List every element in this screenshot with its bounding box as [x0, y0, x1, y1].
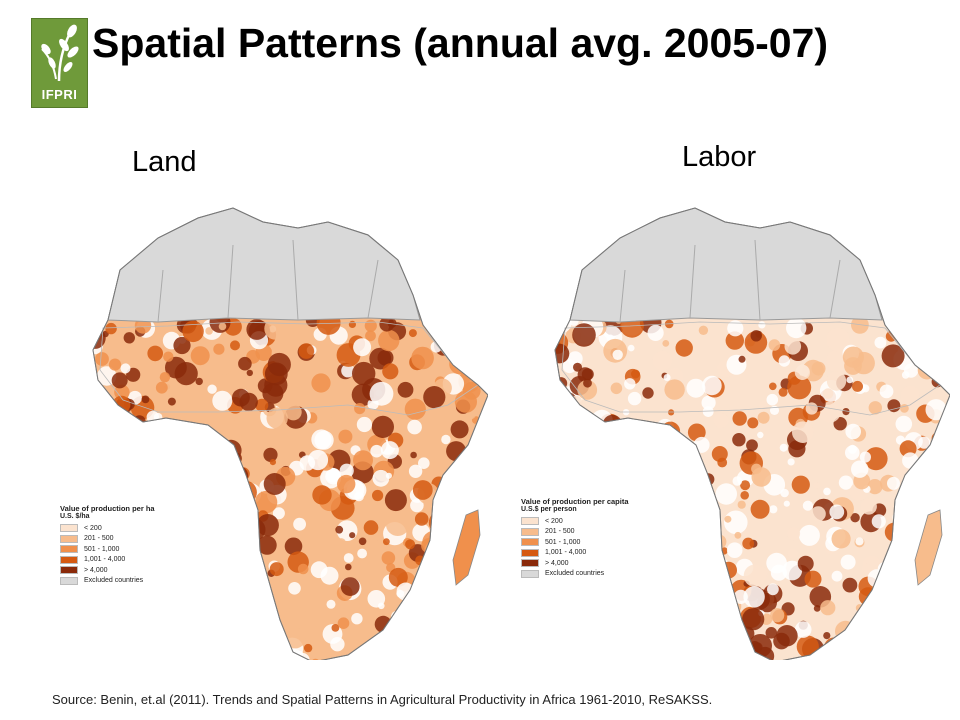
legend-item: > 4,000	[521, 558, 629, 569]
legend-swatch	[521, 559, 539, 568]
legend-swatch	[60, 524, 78, 533]
legend-item: 201 - 500	[521, 527, 629, 538]
legend-swatch	[521, 569, 539, 578]
legend-label: > 4,000	[84, 566, 108, 574]
legend-label: 1,001 - 4,000	[84, 556, 126, 564]
plant-icon	[41, 24, 79, 82]
legend-rows: < 200 201 - 500 501 - 1,000 1,001 - 4,000 > …	[521, 516, 629, 579]
africa-outline	[554, 207, 950, 660]
legend-label: 201 - 500	[84, 535, 114, 543]
madagascar	[914, 509, 943, 586]
excluded-countries-region	[107, 207, 421, 323]
legend-item: 501 - 1,000	[521, 537, 629, 548]
country-borders	[157, 239, 379, 323]
legend-item: > 4,000	[60, 565, 155, 576]
legend-label: 1,001 - 4,000	[545, 549, 587, 557]
slide-title: Spatial Patterns (annual avg. 2005-07)	[92, 20, 828, 66]
labor-panel-label: Labor	[682, 141, 757, 173]
legend-item: 1,001 - 4,000	[60, 555, 155, 566]
legend-swatch	[60, 534, 78, 543]
legend-item: 501 - 1,000	[60, 544, 155, 555]
legend-item: < 200	[60, 523, 155, 534]
legend-swatch	[521, 527, 539, 536]
source-citation: Source: Benin, et.al (2011). Trends and …	[52, 692, 713, 707]
land-map-legend: Value of production per ha U.S. $/ha < 2…	[60, 504, 155, 586]
legend-label: 201 - 500	[545, 528, 575, 536]
land-productivity-map	[92, 207, 488, 660]
legend-label: < 200	[545, 517, 563, 525]
legend-swatch	[60, 545, 78, 554]
legend-swatch	[521, 548, 539, 557]
country-borders	[619, 239, 841, 323]
legend-label: 501 - 1,000	[545, 538, 581, 546]
ifpri-logo: IFPRI	[31, 18, 88, 108]
legend-item: 201 - 500	[60, 534, 155, 545]
legend-item: < 200	[521, 516, 629, 527]
africa-outline	[92, 207, 488, 660]
labor-map-legend: Value of production per capita U.S.$ per…	[521, 497, 629, 579]
legend-swatch	[60, 555, 78, 564]
legend-units: U.S. $/ha	[60, 513, 90, 520]
legend-label: > 4,000	[545, 559, 569, 567]
legend-swatch	[60, 576, 78, 585]
legend-swatch	[521, 538, 539, 547]
legend-label: 501 - 1,000	[84, 545, 120, 553]
legend-item: Excluded countries	[60, 576, 155, 587]
legend-item: 1,001 - 4,000	[521, 548, 629, 559]
legend-title: Value of production per capita	[521, 497, 629, 506]
legend-title: Value of production per ha	[60, 504, 155, 513]
legend-item: Excluded countries	[521, 569, 629, 580]
sahel-boundary	[561, 321, 941, 416]
sahel-boundary	[99, 321, 479, 416]
excluded-countries-region	[569, 207, 883, 323]
madagascar	[452, 509, 481, 586]
land-panel-label: Land	[132, 146, 197, 178]
legend-swatch	[521, 517, 539, 526]
logo-text: IFPRI	[41, 87, 78, 102]
legend-label: Excluded countries	[545, 570, 605, 578]
legend-units: U.S.$ per person	[521, 506, 577, 513]
legend-rows: < 200 201 - 500 501 - 1,000 1,001 - 4,000 > …	[60, 523, 155, 586]
labor-productivity-map	[554, 207, 950, 660]
legend-label: < 200	[84, 524, 102, 532]
legend-swatch	[60, 566, 78, 575]
legend-label: Excluded countries	[84, 577, 144, 585]
